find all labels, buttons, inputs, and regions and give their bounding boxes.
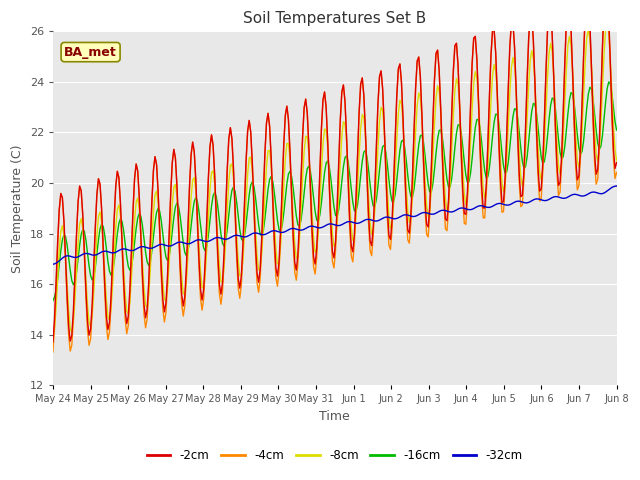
-4cm	[581, 12, 589, 18]
-2cm	[296, 219, 303, 225]
-2cm	[612, 160, 620, 166]
-16cm	[612, 127, 620, 133]
-8cm	[604, 20, 611, 25]
-2cm	[118, 238, 126, 243]
-4cm	[217, 301, 225, 307]
Title: Soil Temperatures Set B: Soil Temperatures Set B	[243, 11, 426, 26]
-4cm	[245, 118, 253, 123]
-2cm	[245, 118, 253, 123]
-8cm	[245, 155, 253, 161]
-4cm	[118, 242, 126, 248]
-16cm	[118, 218, 126, 224]
-32cm	[236, 233, 244, 239]
-4cm	[296, 226, 303, 232]
-8cm	[118, 236, 126, 241]
-32cm	[296, 227, 303, 233]
-2cm	[49, 339, 57, 345]
-8cm	[581, 59, 589, 65]
-16cm	[581, 122, 589, 128]
-16cm	[49, 298, 57, 303]
-8cm	[49, 338, 57, 344]
-2cm	[217, 291, 225, 297]
-32cm	[49, 262, 57, 267]
-4cm	[612, 169, 620, 175]
Line: -4cm: -4cm	[53, 0, 616, 352]
Line: -32cm: -32cm	[53, 186, 616, 264]
-2cm	[236, 285, 244, 291]
Y-axis label: Soil Temperature (C): Soil Temperature (C)	[11, 144, 24, 273]
-8cm	[296, 236, 303, 242]
-4cm	[236, 295, 244, 301]
-32cm	[118, 246, 126, 252]
-32cm	[217, 235, 225, 241]
Line: -8cm: -8cm	[53, 23, 616, 341]
-16cm	[605, 79, 612, 85]
-16cm	[217, 231, 225, 237]
Line: -16cm: -16cm	[53, 82, 616, 300]
-32cm	[581, 192, 589, 198]
-8cm	[217, 279, 225, 285]
-8cm	[612, 158, 620, 164]
-16cm	[296, 224, 303, 229]
X-axis label: Time: Time	[319, 410, 350, 423]
Text: BA_met: BA_met	[64, 46, 117, 59]
-32cm	[612, 183, 620, 189]
Line: -2cm: -2cm	[53, 0, 616, 342]
-4cm	[49, 349, 57, 355]
-2cm	[581, 11, 589, 17]
-8cm	[236, 273, 244, 279]
-16cm	[245, 192, 253, 198]
Legend: -2cm, -4cm, -8cm, -16cm, -32cm: -2cm, -4cm, -8cm, -16cm, -32cm	[142, 444, 527, 467]
-32cm	[245, 232, 253, 238]
-16cm	[236, 227, 244, 232]
